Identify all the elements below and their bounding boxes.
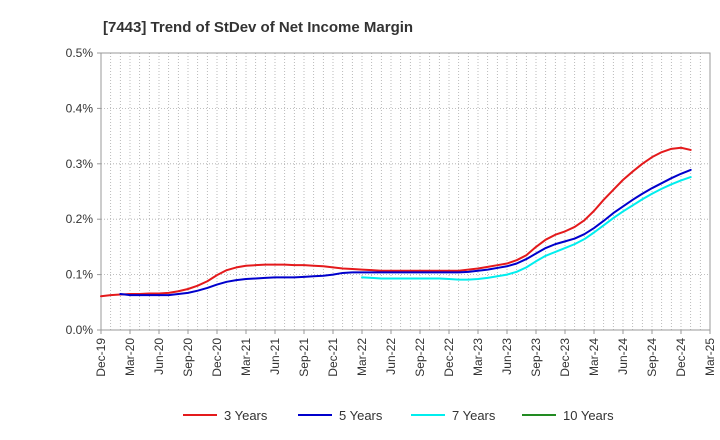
x-tick-label: Mar-23 [471,338,485,376]
x-tick-label: Jun-22 [384,338,398,375]
x-tick-label: Jun-23 [500,338,514,375]
series-lines [100,146,692,298]
y-tick-label: 0.2% [66,212,94,226]
x-tick-label: Dec-19 [94,338,108,377]
x-tick-label: Jun-21 [268,338,282,375]
x-tick-label: Dec-23 [558,338,572,377]
y-tick-label: 0.1% [66,268,94,282]
x-tick-label: Mar-22 [355,338,369,376]
x-tick-label: Sep-24 [645,338,659,377]
x-tick-label: Sep-23 [529,338,543,377]
x-tick-label: Mar-25 [703,338,717,376]
x-tick-label: Dec-22 [442,338,456,377]
x-tick-label: Jun-20 [152,338,166,375]
legend: 3 Years 5 Years 7 Years 10 Years [183,408,614,423]
y-tick-label: 0.5% [66,46,94,60]
y-tick-label: 0.0% [66,323,94,337]
grid [101,53,710,330]
y-axis: 0.0% 0.1% 0.2% 0.3% 0.4% 0.5% [66,46,101,337]
series-line-5-years [119,168,692,297]
legend-label: 3 Years [224,408,268,423]
x-tick-label: Sep-20 [181,338,195,377]
plot-area-border [100,52,711,331]
legend-label: 5 Years [339,408,383,423]
x-tick-label: Sep-22 [413,338,427,377]
x-tick-label: Mar-21 [239,338,253,376]
y-tick-label: 0.3% [66,157,94,171]
x-tick-label: Dec-21 [326,338,340,377]
chart-title: [7443] Trend of StDev of Net Income Marg… [103,19,413,36]
legend-label: 7 Years [452,408,496,423]
series-line-3-years [100,146,692,298]
legend-label: 10 Years [563,408,614,423]
x-tick-label: Jun-24 [616,338,630,375]
x-tick-label: Mar-24 [587,338,601,376]
x-tick-label: Dec-24 [674,338,688,377]
x-axis: Dec-19 Mar-20 Jun-20 Sep-20 Dec-20 Mar-21 Jun-… [94,330,717,377]
x-tick-label: Dec-20 [210,338,224,377]
series-line-7-years [361,176,692,281]
x-tick-label: Mar-20 [123,338,137,376]
x-tick-label: Sep-21 [297,338,311,377]
y-tick-label: 0.4% [66,101,94,115]
